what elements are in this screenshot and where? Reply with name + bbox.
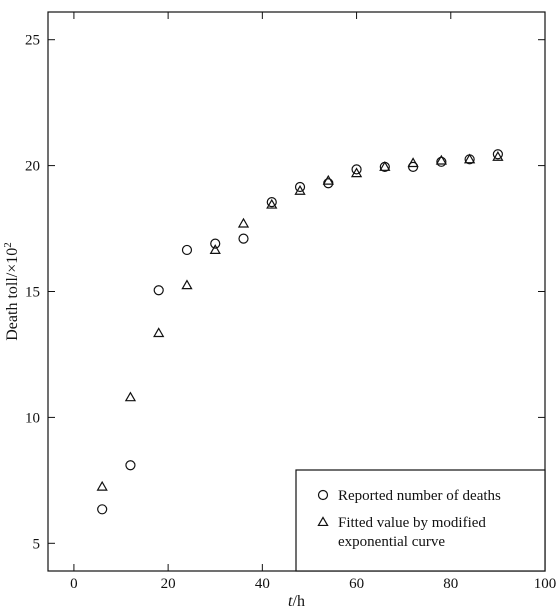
legend-triangle-marker [317,516,329,527]
data-point-reported [238,233,249,244]
data-point-fitted [463,153,476,164]
x-tick-label: 60 [349,576,364,592]
x-tick-label: 40 [255,576,270,592]
data-point-fitted [492,150,504,161]
legend: Reported number of deaths Fitted value b… [295,469,546,572]
legend-entry-fitted: Fitted value by modified exponential curv… [338,515,486,550]
y-tick-label: 20 [25,159,40,175]
data-point-fitted [322,174,334,185]
legend-circle-marker [317,489,329,501]
data-point-fitted [153,327,165,338]
y-tick-label: 25 [25,33,40,49]
data-point-reported [97,504,108,515]
data-point-fitted [379,161,391,171]
data-point-reported [210,238,221,249]
legend-entry-reported: Reported number of deaths [338,488,501,504]
data-point-fitted [407,157,419,168]
data-point-fitted [266,198,278,209]
x-axis-label: t/h [288,593,305,610]
data-point-reported [492,149,503,160]
data-point-reported [294,181,306,193]
data-point-fitted [294,184,306,195]
data-point-reported [181,244,193,256]
x-tick-label: 20 [161,576,176,592]
data-markers [96,149,504,515]
data-point-fitted [237,217,250,228]
x-axis-label-unit: /h [293,593,305,610]
data-point-reported [266,197,277,208]
y-axis-label-exponent: 2 [2,242,14,248]
x-axis: 0 20 40 60 80 100 [70,12,556,592]
data-point-fitted [96,480,108,491]
x-tick-label: 0 [70,576,78,592]
data-point-fitted [435,154,447,165]
data-point-fitted [181,279,193,290]
data-point-fitted [350,167,363,178]
data-point-fitted [209,244,221,255]
x-tick-label: 100 [534,576,557,592]
y-axis: 5 10 15 20 25 [25,33,545,552]
data-point-reported [153,285,164,296]
y-tick-label: 10 [25,410,40,426]
y-tick-label: 5 [33,536,41,552]
data-point-reported [323,178,334,189]
legend-box [295,469,546,572]
data-point-reported [125,460,136,471]
data-point-reported [351,164,362,175]
y-axis-label: Death toll/×102 [2,242,21,341]
legend-entry-fitted-line-1: Fitted value by modified [338,515,486,531]
y-tick-label: 15 [25,285,40,301]
legend-entry-fitted-line-2: exponential curve [338,534,445,550]
data-point-fitted [124,391,137,402]
x-tick-label: 80 [443,576,458,592]
data-point-reported [436,156,447,167]
y-axis-label-main: Death toll/×10 [4,248,21,341]
x-axis-label-variable: t [288,593,293,610]
